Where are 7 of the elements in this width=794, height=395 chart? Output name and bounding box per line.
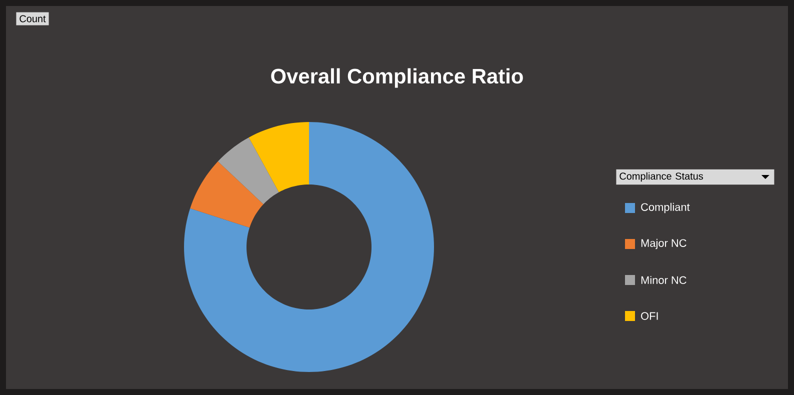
text: Count: [20, 15, 46, 22]
legend-title: Compliance Status: [620, 172, 704, 182]
chart-title: Overall Compliance Ratio: [271, 68, 523, 88]
legend-label: Compliant: [641, 202, 690, 214]
legend-label: Minor NC: [641, 276, 686, 284]
legend-label: OFI: [641, 312, 658, 320]
legend-label: Major NC: [641, 238, 686, 250]
